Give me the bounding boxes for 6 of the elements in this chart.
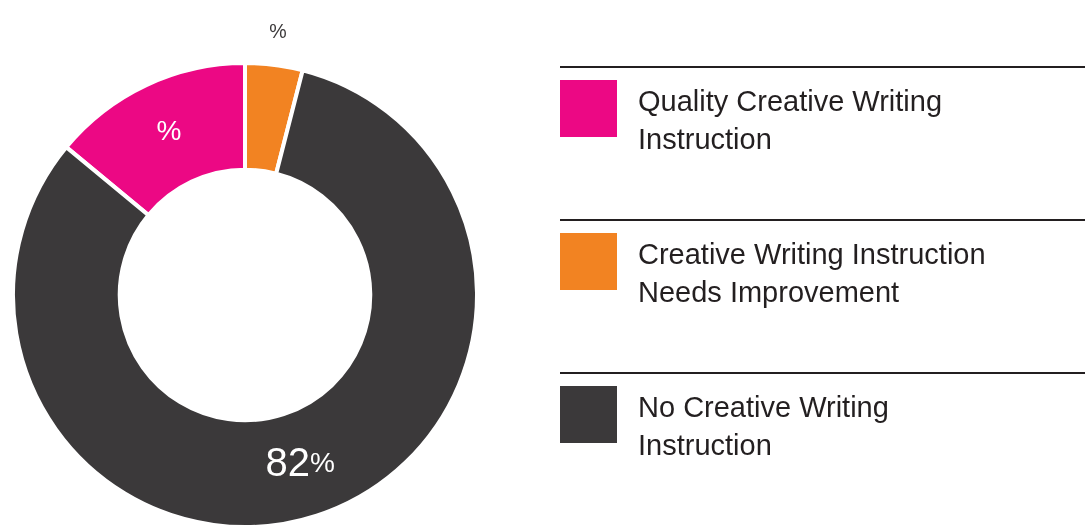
data-label: 82% <box>265 439 335 484</box>
legend-label: No Creative Writing Instruction <box>638 391 889 461</box>
data-label: % <box>156 115 182 147</box>
legend-label: Quality Creative Writing Instruction <box>638 85 943 155</box>
legend-label: Creative Writing Instruction Needs Improvement <box>638 238 986 308</box>
data-label: % <box>269 20 287 43</box>
